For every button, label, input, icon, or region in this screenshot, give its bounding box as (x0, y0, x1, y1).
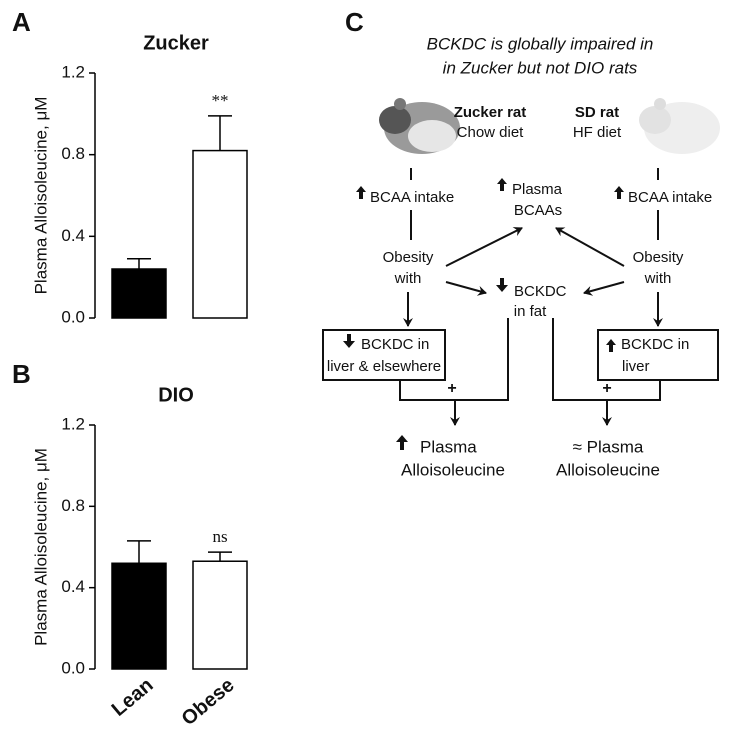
diagram-title: in Zucker but not DIO rats (443, 58, 638, 77)
node-label: liver & elsewhere (327, 358, 441, 375)
bar (192, 560, 248, 670)
diagram-title: BCKDC is globally impaired in (427, 34, 654, 53)
down-arrow-icon (343, 334, 355, 348)
bar (192, 149, 248, 319)
plus-sign: + (602, 380, 611, 397)
x-tick-label: Obese (178, 674, 239, 730)
node-label: BCKDC in (361, 336, 429, 353)
node-label: Obesity (383, 249, 434, 266)
down-arrow-icon (496, 278, 508, 292)
x-tick-label: Lean (108, 674, 158, 721)
outcome-label: Plasma (420, 437, 477, 456)
node-label: SD rat (575, 104, 619, 121)
arrow (445, 281, 487, 296)
chart-title: DIO (158, 384, 194, 406)
node-label: with (644, 270, 672, 287)
significance-label: ns (212, 527, 227, 546)
rat-icon (379, 98, 460, 154)
node-label: in fat (514, 303, 547, 320)
panel-label: A (12, 7, 31, 37)
y-tick-label: 0.8 (61, 496, 85, 515)
bar (111, 562, 167, 670)
box (597, 329, 719, 381)
arrow (583, 281, 625, 296)
node-label: Plasma (512, 181, 563, 198)
panel-label: C (345, 7, 364, 37)
node-label: Zucker rat (454, 104, 527, 121)
up-arrow-icon (396, 435, 408, 450)
arrow (445, 227, 523, 267)
panel-label: B (12, 359, 31, 389)
node-label: HF diet (573, 124, 622, 141)
diagram: C BCKDC is globally impaired in in Zucke… (322, 7, 720, 479)
y-tick-label: 0.0 (61, 307, 85, 326)
node-label: BCAA intake (370, 189, 454, 206)
bar (111, 268, 167, 319)
node-label: BCAAs (514, 202, 562, 219)
node-label: Chow diet (457, 124, 525, 141)
chart-title: Zucker (143, 32, 209, 54)
y-axis-label: Plasma Alloisoleucine, μM (31, 97, 50, 295)
y-tick-label: 1.2 (61, 414, 85, 433)
plus-sign: + (447, 380, 456, 397)
up-arrow-icon (497, 178, 507, 191)
outcome-label: Alloisoleucine (556, 460, 660, 479)
rat-icon (639, 98, 720, 154)
outcome-label: Alloisoleucine (401, 460, 505, 479)
y-tick-label: 0.4 (61, 226, 85, 245)
node-label: with (394, 270, 422, 287)
y-tick-label: 0.8 (61, 144, 85, 163)
node-label: liver (622, 358, 650, 375)
arrow (555, 227, 625, 267)
up-arrow-icon (606, 339, 616, 352)
box (322, 329, 446, 381)
y-axis-label: Plasma Alloisoleucine, μM (31, 448, 50, 646)
node-label: BCKDC (514, 283, 567, 300)
y-tick-label: 1.2 (61, 62, 85, 81)
outcome-label: ≈ Plasma (573, 437, 644, 456)
y-tick-label: 0.4 (61, 577, 85, 596)
node-label: Obesity (633, 249, 684, 266)
node-label: BCKDC in (621, 336, 689, 353)
up-arrow-icon (356, 186, 366, 199)
up-arrow-icon (614, 186, 624, 199)
y-tick-label: 0.0 (61, 658, 85, 677)
significance-label: ** (212, 91, 229, 110)
node-label: BCAA intake (628, 189, 712, 206)
